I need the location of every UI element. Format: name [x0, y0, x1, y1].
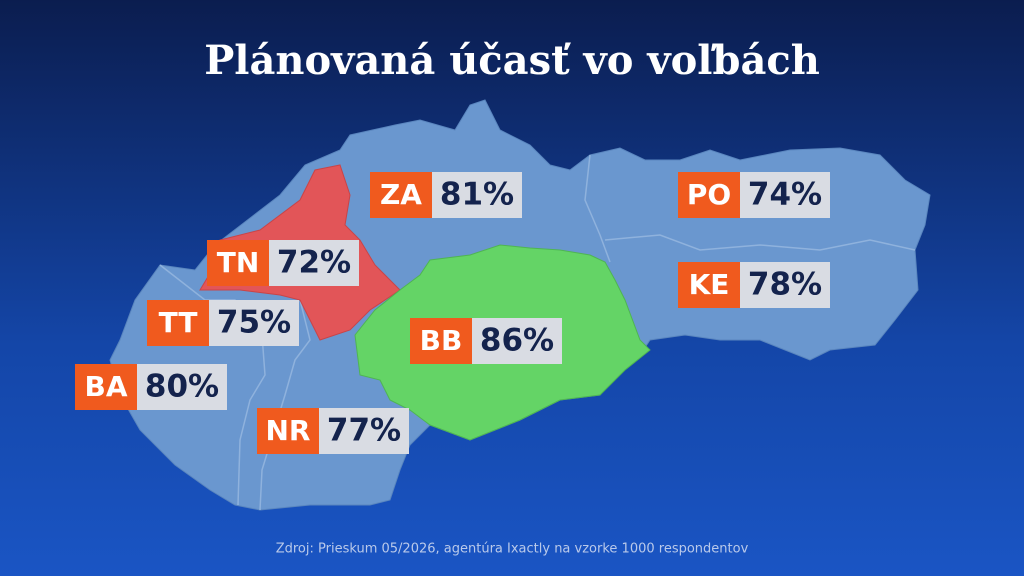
region-value: 81% [440, 177, 514, 213]
code-box [75, 364, 137, 410]
region-code: KE [689, 268, 730, 301]
code-box [678, 172, 740, 218]
value-box [740, 172, 830, 218]
value-box [472, 318, 562, 364]
value-box [432, 172, 522, 218]
region-code: ZA [380, 178, 422, 211]
region-value: 74% [748, 177, 822, 213]
value-box [269, 240, 359, 286]
code-box [257, 408, 319, 454]
region-value: 86% [480, 323, 554, 359]
code-box [207, 240, 269, 286]
source-note: Zdroj: Prieskum 05/2026, agentúra Ixactl… [276, 542, 749, 557]
region-value: 80% [145, 369, 219, 405]
region-code: PO [687, 178, 731, 211]
code-box [147, 300, 209, 346]
value-box [740, 262, 830, 308]
code-box [410, 318, 472, 364]
region-value: 72% [277, 245, 351, 281]
value-box [137, 364, 227, 410]
code-box [678, 262, 740, 308]
region-value: 78% [748, 267, 822, 303]
region-code: BB [420, 324, 463, 357]
value-box [319, 408, 409, 454]
code-box [370, 172, 432, 218]
region-code: BA [84, 370, 127, 403]
region-value: 77% [327, 413, 401, 449]
region-code: TN [217, 246, 260, 279]
region-code: TT [159, 306, 198, 339]
title: Plánovaná účasť vo voľbách [204, 37, 820, 84]
value-box [209, 300, 299, 346]
region-value: 75% [217, 305, 291, 341]
region-code: NR [266, 414, 311, 447]
